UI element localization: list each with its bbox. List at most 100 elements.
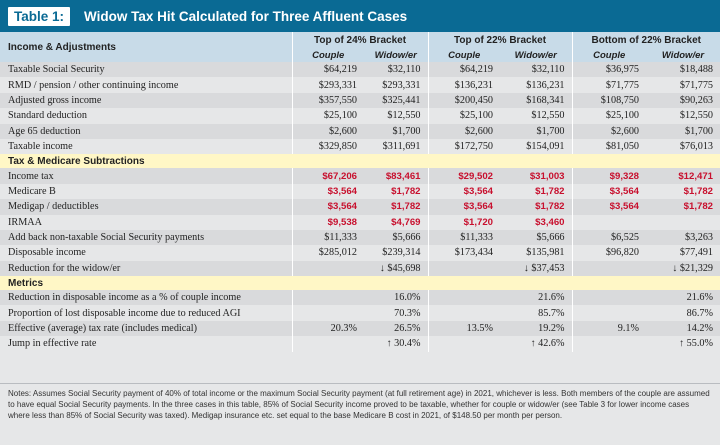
cell-value: $32,110 bbox=[364, 62, 428, 78]
cell-value: $12,550 bbox=[646, 108, 720, 124]
cell-value: $1,782 bbox=[500, 199, 572, 215]
cell-value: $25,100 bbox=[571, 108, 646, 124]
cell-value: $18,488 bbox=[646, 62, 720, 78]
cell-value: $293,331 bbox=[364, 77, 428, 93]
cell-value: 13.5% bbox=[427, 320, 500, 337]
table-row: IRMAA $9,538 $4,769 $1,720 $3,460 bbox=[0, 214, 720, 230]
cell-value bbox=[571, 305, 646, 321]
cell-value: $311,691 bbox=[364, 138, 428, 155]
cell-value: $81,050 bbox=[571, 138, 646, 155]
table-row: Disposable income $285,012 $239,314 $173,43… bbox=[0, 245, 720, 261]
cell-value: ↑ 55.0% bbox=[646, 336, 720, 352]
row-label: Reduction in disposable income as a % of… bbox=[0, 290, 292, 306]
cell-value: $173,434 bbox=[427, 245, 500, 261]
cell-value: $357,550 bbox=[291, 92, 364, 109]
table-title-bar: Table 1: Widow Tax Hit Calculated for Th… bbox=[0, 0, 720, 32]
row-label: IRMAA bbox=[0, 214, 292, 230]
cell-value: $136,231 bbox=[500, 77, 572, 93]
cell-value: 21.6% bbox=[500, 290, 572, 306]
row-label: Effective (average) tax rate (includes m… bbox=[0, 320, 292, 337]
table-row: Taxable Social Security $64,219 $32,110 $64… bbox=[0, 62, 720, 78]
cell-value: $1,720 bbox=[427, 214, 500, 230]
cell-value: $285,012 bbox=[291, 245, 364, 261]
cell-value: $1,700 bbox=[364, 123, 428, 139]
cell-value: 9.1% bbox=[571, 320, 646, 337]
row-label: Reduction for the widow/er bbox=[0, 260, 292, 277]
section-header: Tax & Medicare Subtractions bbox=[0, 154, 720, 169]
table-row: Proportion of lost disposable income due… bbox=[0, 305, 720, 321]
cell-value: $5,666 bbox=[500, 229, 572, 246]
cell-value: $3,564 bbox=[427, 183, 500, 200]
cell-value bbox=[427, 305, 500, 321]
table-row: Medicare B $3,564 $1,782 $3,564 $1,782 $3,564… bbox=[0, 183, 720, 200]
cell-value: $154,091 bbox=[500, 138, 572, 155]
row-label: Proportion of lost disposable income due… bbox=[0, 305, 292, 321]
cell-value: $293,331 bbox=[291, 77, 364, 93]
table-body: Taxable Social Security $64,219 $32,110 $64… bbox=[0, 62, 720, 352]
header-group-1: Top of 24% Bracket bbox=[291, 32, 428, 48]
table-row: Effective (average) tax rate (includes m… bbox=[0, 320, 720, 337]
table-notes: Notes: Assumes Social Security payment o… bbox=[0, 383, 720, 425]
row-label: Jump in effective rate bbox=[0, 336, 292, 352]
table-row: Adjusted gross income $357,550 $325,441 $20… bbox=[0, 92, 720, 109]
row-label: Taxable Social Security bbox=[0, 62, 292, 78]
cell-value: $64,219 bbox=[427, 62, 500, 78]
cell-value: 20.3% bbox=[291, 320, 364, 337]
cell-value: $239,314 bbox=[364, 245, 428, 261]
cell-value: 70.3% bbox=[364, 305, 428, 321]
cell-value: $25,100 bbox=[291, 108, 364, 124]
section-title: Metrics bbox=[0, 276, 720, 291]
cell-value bbox=[291, 305, 364, 321]
cell-value: $90,263 bbox=[646, 92, 720, 109]
cell-value: $3,564 bbox=[291, 199, 364, 215]
section-title: Tax & Medicare Subtractions bbox=[0, 154, 720, 169]
cell-value: $29,502 bbox=[427, 168, 500, 184]
cell-value: $3,564 bbox=[427, 199, 500, 215]
cell-value bbox=[291, 260, 364, 277]
table-row: Standard deduction $25,100 $12,550 $25,100 $… bbox=[0, 108, 720, 124]
cell-value: $25,100 bbox=[427, 108, 500, 124]
cell-value: ↓ $45,698 bbox=[364, 260, 428, 277]
cell-value: $3,564 bbox=[571, 183, 646, 200]
cell-value: $108,750 bbox=[571, 92, 646, 109]
row-label: Disposable income bbox=[0, 245, 292, 261]
cell-value: ↑ 42.6% bbox=[500, 336, 572, 352]
cell-value: $64,219 bbox=[291, 62, 364, 78]
cell-value: $12,550 bbox=[500, 108, 572, 124]
cell-value bbox=[571, 214, 646, 230]
table-row: Medigap / deductibles $3,564 $1,782 $3,564 $… bbox=[0, 199, 720, 215]
cell-value: $12,471 bbox=[646, 168, 720, 184]
cell-value: $36,975 bbox=[571, 62, 646, 78]
cell-value: $329,850 bbox=[291, 138, 364, 155]
row-label: Medigap / deductibles bbox=[0, 199, 292, 215]
cell-value: $31,003 bbox=[500, 168, 572, 184]
cell-value: $136,231 bbox=[427, 77, 500, 93]
cell-value: ↓ $21,329 bbox=[646, 260, 720, 277]
cell-value bbox=[427, 336, 500, 352]
row-label: Age 65 deduction bbox=[0, 123, 292, 139]
header-group-3: Bottom of 22% Bracket bbox=[571, 32, 720, 48]
cell-value: ↑ 30.4% bbox=[364, 336, 428, 352]
table-row: Add back non-taxable Social Security pay… bbox=[0, 229, 720, 246]
table-row: Jump in effective rate ↑ 30.4% ↑ 42.6% ↑ 55… bbox=[0, 336, 720, 352]
row-label: Add back non-taxable Social Security pay… bbox=[0, 229, 292, 246]
cell-value: $71,775 bbox=[571, 77, 646, 93]
cell-value: $96,820 bbox=[571, 245, 646, 261]
cell-value: $9,538 bbox=[291, 214, 364, 230]
table-row: RMD / pension / other continuing income $… bbox=[0, 77, 720, 93]
cell-value: 21.6% bbox=[646, 290, 720, 306]
cell-value: $325,441 bbox=[364, 92, 428, 109]
row-label: Adjusted gross income bbox=[0, 92, 292, 109]
cell-value: $4,769 bbox=[364, 214, 428, 230]
cell-value: $77,491 bbox=[646, 245, 720, 261]
cell-value bbox=[571, 260, 646, 277]
header-widower: Widow/er bbox=[646, 48, 720, 62]
cell-value: $3,460 bbox=[500, 214, 572, 230]
row-label: Standard deduction bbox=[0, 108, 292, 124]
cell-value bbox=[427, 290, 500, 306]
cell-value: ↓ $37,453 bbox=[500, 260, 572, 277]
data-table: Income & Adjustments Top of 24% Bracket … bbox=[0, 32, 720, 352]
cell-value: $168,341 bbox=[500, 92, 572, 109]
header-couple: Couple bbox=[291, 48, 364, 62]
